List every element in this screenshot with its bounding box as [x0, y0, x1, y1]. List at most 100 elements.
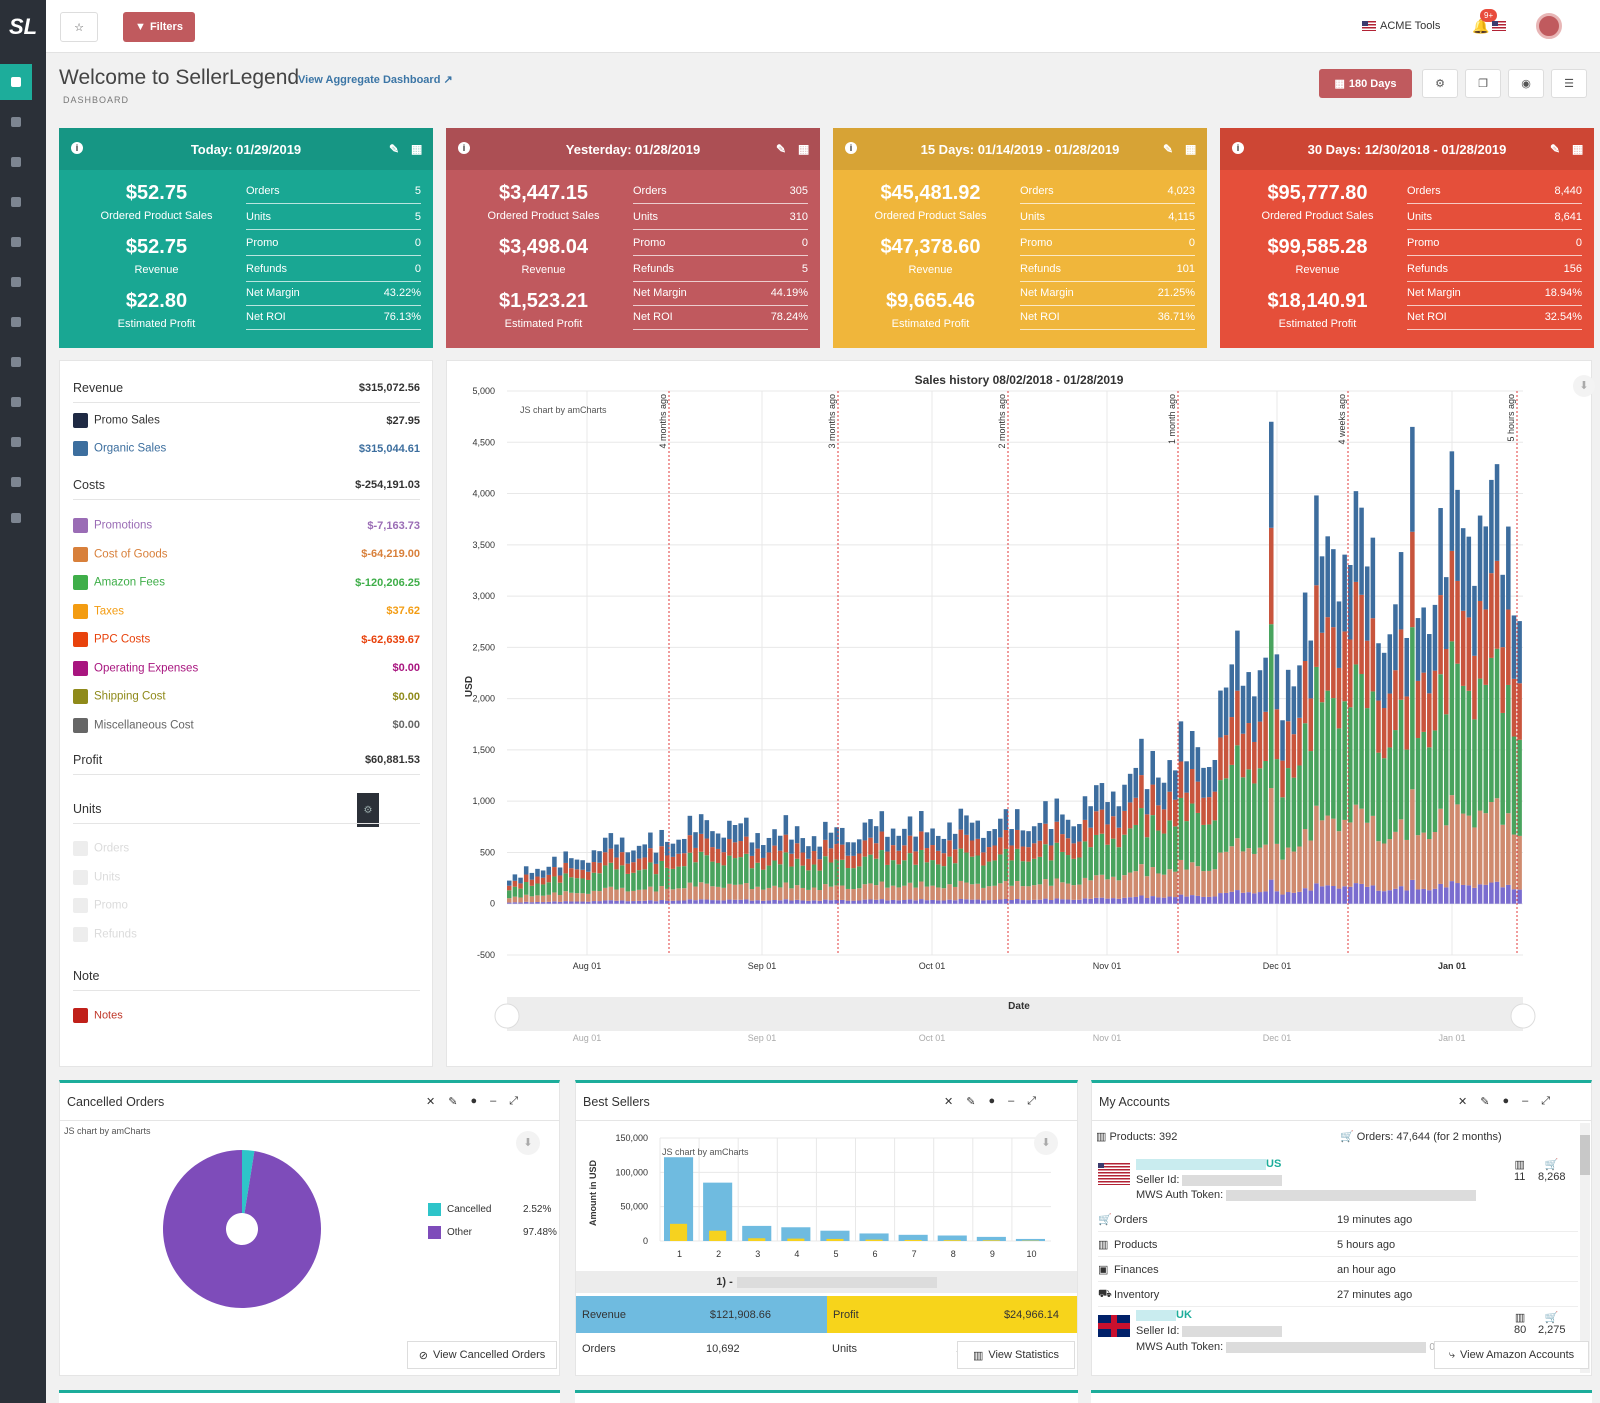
sales-bar-segment[interactable]	[698, 899, 704, 904]
sales-bar-segment[interactable]	[710, 831, 715, 848]
sales-bar-segment[interactable]	[862, 822, 868, 841]
sales-bar-segment[interactable]	[1252, 741, 1257, 784]
sales-bar-segment[interactable]	[1393, 730, 1398, 832]
sales-bar-segment[interactable]	[1218, 893, 1223, 904]
sales-bar-segment[interactable]	[1156, 777, 1161, 806]
sales-bar-segment[interactable]	[1376, 643, 1381, 701]
sales-bar-segment[interactable]	[1438, 674, 1443, 809]
sales-bar-segment[interactable]	[1342, 554, 1347, 632]
sales-bar-segment[interactable]	[1257, 847, 1263, 893]
sales-bar-segment[interactable]	[698, 814, 704, 834]
sales-bar-segment[interactable]	[1139, 738, 1144, 776]
sales-bar-segment[interactable]	[1353, 664, 1359, 805]
sales-bar-segment[interactable]	[1229, 717, 1235, 765]
sales-bar-segment[interactable]	[676, 839, 681, 854]
sales-bar-segment[interactable]	[941, 866, 947, 889]
sales-bar-segment[interactable]	[597, 873, 602, 892]
sales-bar-segment[interactable]	[806, 846, 811, 859]
sales-bar-segment[interactable]	[840, 899, 845, 904]
sales-bar-segment[interactable]	[890, 860, 896, 886]
sales-bar-segment[interactable]	[1252, 783, 1257, 854]
sales-bar-segment[interactable]	[868, 854, 873, 884]
sales-bar-segment[interactable]	[614, 889, 619, 901]
sales-bar-segment[interactable]	[1127, 773, 1133, 803]
sales-bar-segment[interactable]	[665, 900, 670, 904]
download-icon[interactable]: ⬇	[1034, 1131, 1058, 1155]
sales-bar-segment[interactable]	[935, 835, 941, 851]
sales-bar-segment[interactable]	[1466, 536, 1472, 618]
sales-bar-segment[interactable]	[913, 851, 918, 865]
sales-bar-segment[interactable]	[710, 861, 715, 887]
cancelled-pie-chart[interactable]	[60, 1123, 561, 1363]
sales-bar-segment[interactable]	[1223, 735, 1229, 779]
sales-bar-segment[interactable]	[1364, 822, 1370, 887]
sales-bar-segment[interactable]	[631, 901, 636, 904]
sales-bar-segment[interactable]	[1421, 672, 1426, 732]
color-icon[interactable]: ●	[470, 1095, 478, 1107]
best-seller-profit-bar[interactable]	[748, 1238, 766, 1241]
edit-icon[interactable]: ✎	[1480, 1096, 1490, 1108]
sales-bar-segment[interactable]	[800, 865, 806, 888]
sales-bar-segment[interactable]	[1088, 806, 1093, 828]
sales-bar-segment[interactable]	[1387, 747, 1393, 840]
sales-bar-segment[interactable]	[744, 899, 749, 904]
sales-bar-segment[interactable]	[1494, 648, 1500, 799]
sales-bar-segment[interactable]	[1077, 824, 1082, 842]
sales-bar-segment[interactable]	[902, 828, 907, 846]
sales-bar-segment[interactable]	[1280, 720, 1285, 761]
sales-bar-segment[interactable]	[766, 865, 772, 888]
sales-bar-segment[interactable]	[1223, 892, 1229, 904]
best-seller-bar[interactable]	[781, 1227, 811, 1241]
sales-bar-segment[interactable]	[1048, 829, 1054, 846]
sales-bar-segment[interactable]	[552, 867, 557, 877]
sales-bar-segment[interactable]	[591, 901, 597, 904]
list-icon[interactable]	[0, 104, 32, 140]
sales-bar-segment[interactable]	[1353, 883, 1359, 904]
sales-bar-segment[interactable]	[1257, 892, 1263, 904]
sales-bar-segment[interactable]	[907, 882, 913, 900]
sales-bar-segment[interactable]	[608, 848, 614, 863]
sales-bar-segment[interactable]	[557, 901, 563, 904]
sales-bar-segment[interactable]	[766, 887, 772, 901]
sales-bar-segment[interactable]	[1235, 745, 1240, 839]
sales-bar-segment[interactable]	[1500, 647, 1505, 713]
sales-bar-segment[interactable]	[794, 885, 800, 900]
sales-bar-segment[interactable]	[924, 832, 930, 849]
series-checkbox[interactable]	[73, 660, 88, 676]
sales-bar-segment[interactable]	[806, 858, 811, 871]
sales-bar-segment[interactable]	[1009, 829, 1014, 846]
sales-bar-segment[interactable]	[1427, 747, 1432, 839]
sales-bar-segment[interactable]	[535, 883, 540, 896]
sales-bar-segment[interactable]	[783, 899, 789, 904]
sales-bar-segment[interactable]	[540, 895, 546, 903]
sales-bar-segment[interactable]	[1331, 549, 1336, 628]
gear-icon[interactable]: ⚙	[357, 793, 379, 827]
sales-bar-segment[interactable]	[1206, 824, 1212, 871]
sales-bar-segment[interactable]	[1099, 874, 1105, 898]
notes-item[interactable]: Notes	[73, 1008, 420, 1023]
sales-bar-segment[interactable]	[1280, 760, 1285, 798]
sales-bar-segment[interactable]	[1009, 860, 1014, 886]
sales-bar-segment[interactable]	[851, 842, 856, 856]
sales-bar-segment[interactable]	[1139, 808, 1144, 865]
sales-bar-segment[interactable]	[546, 901, 552, 904]
close-icon[interactable]: ✕	[944, 1096, 954, 1108]
sales-bar-segment[interactable]	[1421, 607, 1426, 673]
best-seller-bar[interactable]	[859, 1233, 889, 1241]
sales-bar-segment[interactable]	[1274, 654, 1280, 710]
sales-bar-segment[interactable]	[1133, 767, 1139, 798]
sales-bar-segment[interactable]	[1105, 844, 1110, 880]
sales-bar-segment[interactable]	[1297, 665, 1302, 718]
sales-bar-segment[interactable]	[902, 885, 907, 900]
sales-bar-segment[interactable]	[794, 858, 800, 886]
sales-bar-segment[interactable]	[1065, 838, 1071, 856]
filters-button[interactable]: ▼ Filters	[123, 12, 195, 42]
sales-bar-segment[interactable]	[1201, 871, 1206, 897]
sales-bar-segment[interactable]	[879, 850, 885, 882]
sales-bar-segment[interactable]	[1218, 852, 1223, 894]
sales-bar-segment[interactable]	[1088, 898, 1093, 904]
sales-bar-segment[interactable]	[1037, 884, 1043, 900]
account-switcher[interactable]: ACME Tools	[1362, 20, 1440, 32]
sales-bar-segment[interactable]	[727, 820, 732, 840]
sales-bar-segment[interactable]	[1065, 855, 1071, 884]
